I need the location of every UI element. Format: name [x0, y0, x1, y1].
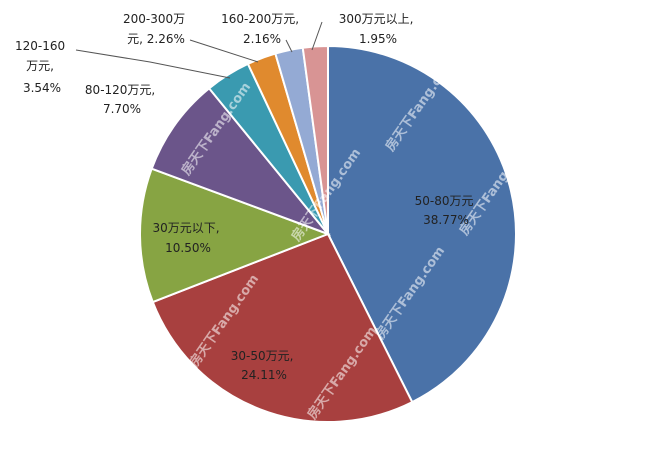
- data-label-200-300-value: 元, 2.26%: [127, 32, 185, 46]
- data-label-160-200-name: 160-200万元,: [221, 12, 299, 26]
- data-label-120-160: 120-160 万元, 3.54%: [15, 39, 69, 95]
- data-label-160-200-value: 2.16%: [243, 32, 281, 46]
- data-label-below-30-name: 30万元以下,: [153, 221, 220, 235]
- leader-line-120-160: [75, 49, 231, 79]
- data-label-50-80: 50-80万元 38.77%: [415, 194, 478, 227]
- data-label-120-160-value: 3.54%: [23, 81, 61, 95]
- data-label-80-120: 80-120万元, 7.70%: [85, 83, 159, 116]
- slice-labels: 50-80万元 38.77% 30-50万元, 24.11% 30万元以下, 1…: [15, 12, 478, 382]
- data-label-below-30-value: 10.50%: [165, 241, 211, 255]
- data-label-300-above: 300万元以上, 1.95%: [339, 12, 418, 46]
- leader-line-160-200: [285, 39, 293, 53]
- pie-slice-1: [151, 232, 414, 423]
- data-label-30-50-name: 30-50万元,: [231, 349, 294, 363]
- pie-slice-0: [327, 44, 517, 404]
- data-label-50-80-value: 38.77%: [423, 213, 469, 227]
- data-label-30-50-value: 24.11%: [241, 368, 287, 382]
- data-label-30-50: 30-50万元, 24.11%: [231, 349, 298, 382]
- data-label-80-120-value: 7.70%: [103, 102, 141, 116]
- pie-slice-2: [139, 167, 331, 304]
- data-label-50-80-name: 50-80万元: [415, 194, 474, 208]
- data-label-below-30: 30万元以下, 10.50%: [153, 221, 224, 255]
- pie-slices: [139, 44, 517, 423]
- data-label-160-200: 160-200万元, 2.16%: [221, 12, 303, 46]
- data-label-300-above-value: 1.95%: [359, 32, 397, 46]
- data-label-120-160-unit: 万元,: [26, 59, 54, 73]
- data-label-300-above-name: 300万元以上,: [339, 12, 414, 26]
- pie-slice-3: [150, 86, 332, 237]
- leader-line-300-above: [311, 21, 323, 51]
- leader-lines: [75, 21, 323, 79]
- data-label-120-160-name: 120-160: [15, 39, 65, 53]
- leader-line-200-300: [189, 39, 259, 63]
- data-label-80-120-name: 80-120万元,: [85, 83, 155, 97]
- pie-slice-7: [301, 44, 329, 235]
- data-label-200-300: 200-300万 元, 2.26%: [123, 12, 189, 46]
- data-label-200-300-name: 200-300万: [123, 12, 185, 26]
